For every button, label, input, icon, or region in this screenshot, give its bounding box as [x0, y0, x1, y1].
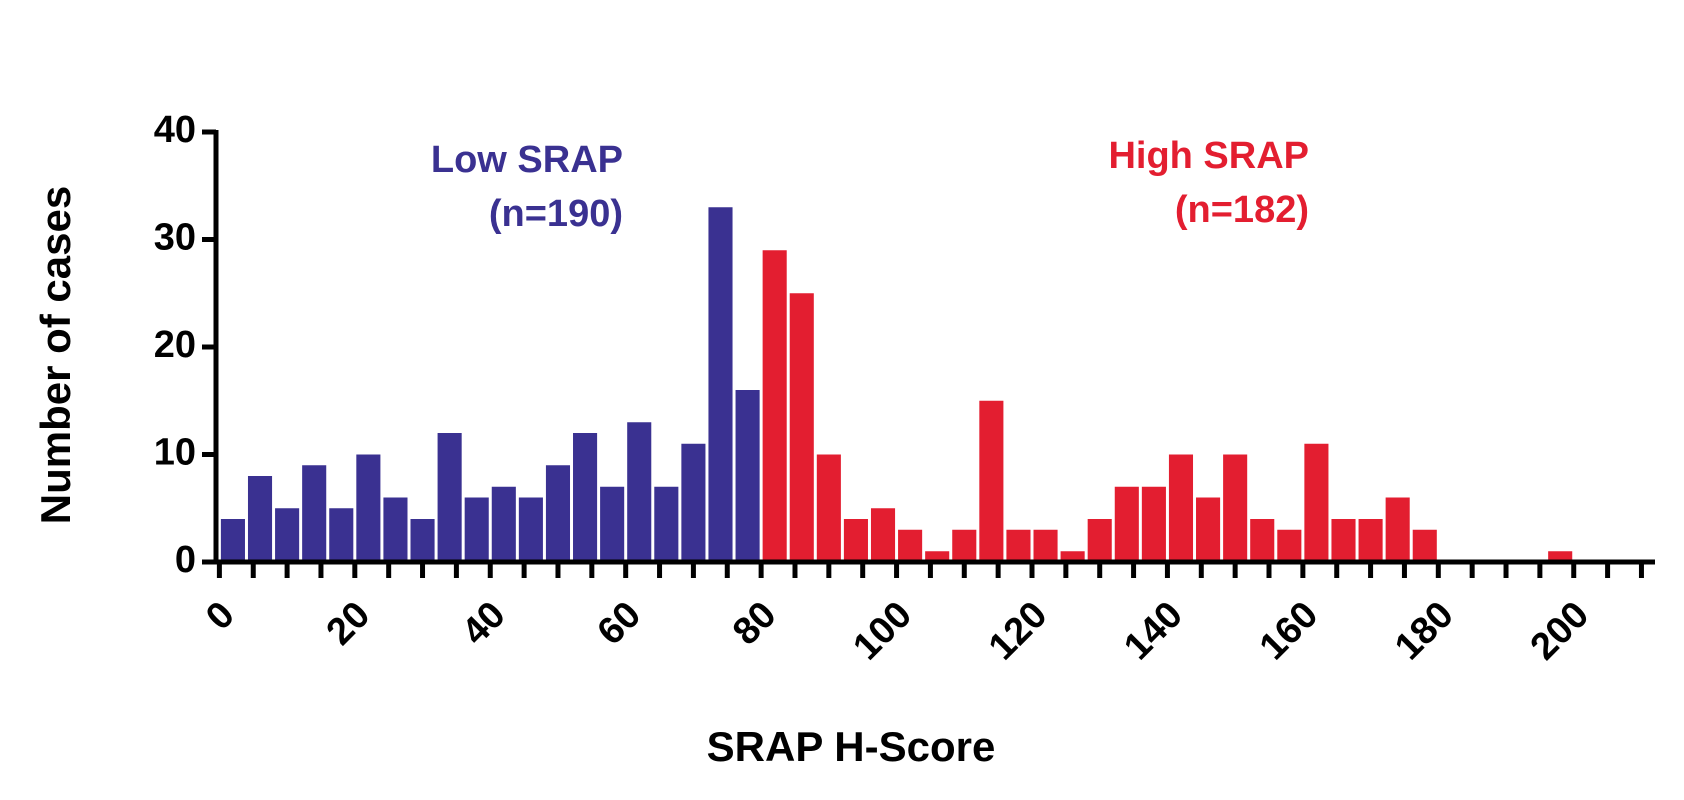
bar	[816, 454, 841, 562]
bar	[1006, 529, 1031, 562]
y-axis-title: Number of cases	[32, 186, 79, 524]
annotation-count: (n=182)	[1175, 189, 1309, 231]
bar	[491, 486, 516, 562]
bar	[898, 529, 923, 562]
bar	[1385, 497, 1410, 562]
bar	[1548, 551, 1573, 562]
bar	[1033, 529, 1058, 562]
bar	[1358, 519, 1383, 562]
bar	[1331, 519, 1356, 562]
bar	[870, 508, 896, 562]
x-tick-label: 200	[1523, 594, 1598, 669]
x-tick-label: 100	[845, 594, 920, 669]
bar	[654, 486, 679, 562]
bar	[708, 207, 733, 562]
x-tick-label: 40	[454, 594, 514, 654]
y-tick-label: 40	[154, 109, 196, 151]
bar	[518, 497, 543, 562]
bar	[545, 465, 571, 562]
bar	[573, 433, 598, 562]
bar	[789, 293, 814, 562]
bar	[1141, 486, 1166, 562]
x-tick-label: 0	[198, 594, 243, 639]
x-tick-label: 60	[590, 594, 650, 654]
x-tick-label: 80	[725, 594, 785, 654]
x-tick-label: 180	[1387, 594, 1462, 669]
bar	[979, 400, 1004, 562]
bar	[1277, 529, 1302, 562]
bar	[383, 497, 408, 562]
x-tick-label: 140	[1116, 594, 1191, 669]
x-tick-label: 160	[1252, 594, 1327, 669]
bar	[302, 465, 327, 562]
bar	[437, 433, 462, 562]
bar	[410, 519, 435, 562]
bar	[464, 497, 489, 562]
bar	[1114, 486, 1139, 562]
bar	[1087, 519, 1112, 562]
bar	[1168, 454, 1194, 562]
bar	[220, 519, 245, 562]
bar	[735, 390, 760, 562]
bar	[1304, 443, 1329, 562]
y-tick-label: 20	[154, 324, 196, 366]
annotation-title: High SRAP	[1108, 135, 1309, 177]
annotation-title: Low SRAP	[431, 139, 623, 181]
x-axis-title: SRAP H-Score	[707, 723, 996, 770]
bar	[1196, 497, 1221, 562]
bar	[1412, 529, 1437, 562]
x-tick-label: 20	[319, 594, 379, 654]
bar	[275, 508, 300, 562]
annotation-count: (n=190)	[489, 193, 623, 235]
y-tick-label: 0	[175, 539, 196, 581]
bar	[843, 519, 868, 562]
y-tick-label: 10	[154, 432, 196, 474]
bar	[952, 529, 977, 562]
x-tick-label: 120	[981, 594, 1056, 669]
bar	[925, 551, 950, 562]
bar	[627, 422, 652, 562]
bar	[329, 508, 354, 562]
y-tick-label: 30	[154, 217, 196, 259]
bar	[1250, 519, 1275, 562]
bar	[1060, 551, 1085, 562]
bar	[600, 486, 625, 562]
bar	[762, 250, 787, 562]
bar	[247, 476, 273, 562]
bar	[356, 454, 381, 562]
bar	[1223, 454, 1248, 562]
bar	[681, 443, 706, 562]
